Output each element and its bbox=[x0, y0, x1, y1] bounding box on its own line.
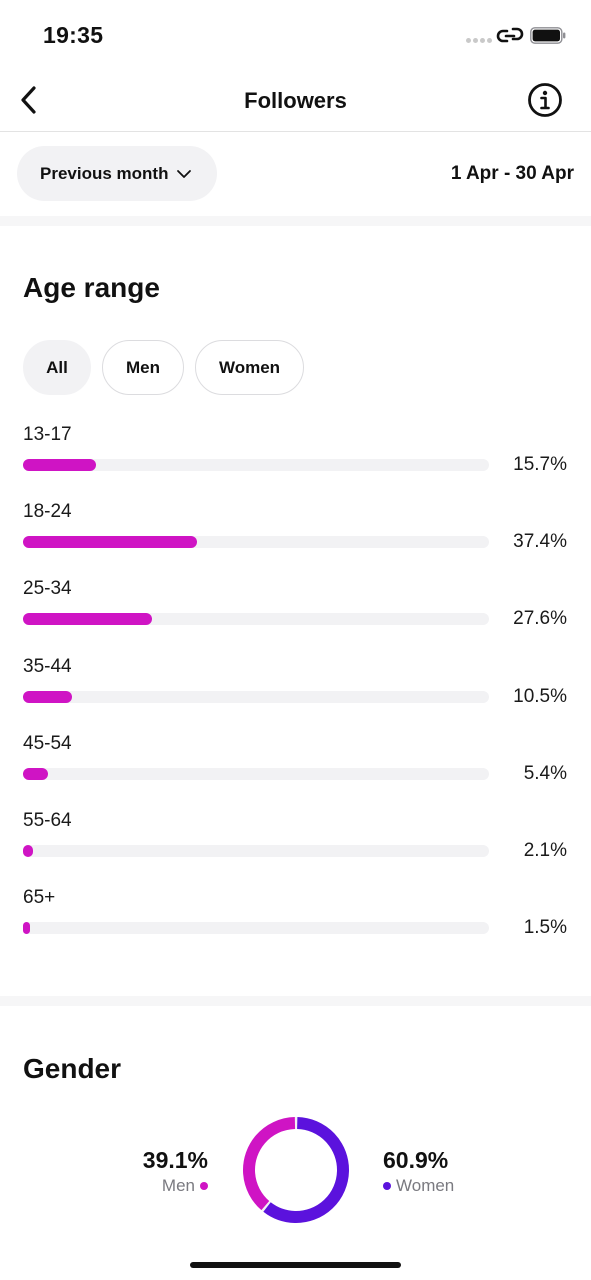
gender-women-legend: Women bbox=[383, 1176, 454, 1196]
age-bar-track bbox=[23, 767, 489, 780]
age-row: 45-54 5.4% bbox=[0, 727, 591, 804]
age-label: 65+ bbox=[23, 887, 56, 909]
tab-men[interactable]: Men bbox=[102, 340, 184, 395]
age-bar-fill bbox=[23, 613, 152, 626]
age-row: 25-34 27.6% bbox=[0, 572, 591, 649]
tab-men-label: Men bbox=[126, 357, 160, 377]
age-percentage: 37.4% bbox=[513, 531, 567, 553]
info-icon[interactable] bbox=[527, 82, 563, 118]
tab-all[interactable]: All bbox=[23, 340, 91, 395]
period-row: Previous month 1 Apr - 30 Apr bbox=[0, 132, 591, 216]
gender-donut-chart bbox=[243, 1117, 349, 1223]
age-bar-track bbox=[23, 613, 489, 626]
page-title: Followers bbox=[244, 88, 347, 113]
age-bar-track bbox=[23, 922, 489, 935]
period-dropdown-label: Previous month bbox=[40, 163, 169, 183]
age-percentage: 10.5% bbox=[513, 685, 567, 707]
age-label: 55-64 bbox=[23, 809, 72, 831]
tab-all-label: All bbox=[46, 357, 68, 377]
tab-women-label: Women bbox=[218, 357, 281, 377]
age-range-tabs: All Men Women bbox=[23, 340, 304, 395]
gender-men-stat: 39.1% Men bbox=[143, 1147, 208, 1196]
age-bar-track bbox=[23, 690, 489, 703]
gender-men-percentage: 39.1% bbox=[142, 1147, 208, 1173]
age-bar-fill bbox=[23, 844, 33, 857]
age-label: 45-54 bbox=[23, 732, 72, 754]
divider bbox=[0, 996, 591, 1006]
age-bar-fill bbox=[23, 922, 31, 935]
gender-men-legend: Men bbox=[143, 1176, 208, 1196]
age-percentage: 15.7% bbox=[513, 454, 567, 475]
battery-icon bbox=[530, 27, 566, 44]
age-label: 25-34 bbox=[23, 578, 72, 600]
age-bar-track bbox=[23, 459, 489, 471]
header: Followers bbox=[0, 70, 591, 132]
divider bbox=[0, 216, 591, 226]
age-row: 13-17 15.7% bbox=[0, 418, 591, 495]
chevron-left-icon bbox=[21, 86, 36, 114]
tab-women[interactable]: Women bbox=[195, 340, 304, 395]
age-row: 65+ 1.5% bbox=[0, 881, 591, 958]
age-row: 55-64 2.1% bbox=[0, 804, 591, 881]
age-bar-fill bbox=[23, 767, 49, 780]
women-dot-icon bbox=[383, 1182, 391, 1190]
gender-men-arc bbox=[243, 1117, 349, 1223]
status-time: 19:35 bbox=[43, 22, 104, 48]
age-label: 13-17 bbox=[23, 424, 72, 445]
gender-women-label: Women bbox=[396, 1176, 455, 1195]
age-label: 18-24 bbox=[23, 501, 72, 523]
gender-men-label: Men bbox=[161, 1176, 195, 1195]
date-range: 1 Apr - 30 Apr bbox=[450, 163, 574, 184]
age-percentage: 1.5% bbox=[523, 917, 567, 939]
back-button[interactable] bbox=[14, 84, 44, 116]
link-icon bbox=[496, 27, 524, 43]
age-percentage: 27.6% bbox=[513, 608, 567, 630]
status-bar: 19:35 bbox=[0, 0, 591, 70]
age-label: 35-44 bbox=[23, 655, 72, 677]
age-bar-track bbox=[23, 536, 489, 549]
age-percentage: 5.4% bbox=[523, 762, 567, 784]
age-row: 35-44 10.5% bbox=[0, 650, 591, 727]
age-range-title: Age range bbox=[23, 272, 160, 303]
age-row: 18-24 37.4% bbox=[0, 495, 591, 572]
chevron-down-icon bbox=[177, 169, 192, 178]
period-dropdown[interactable]: Previous month bbox=[17, 146, 217, 201]
age-range-list: 13-17 15.7% 18-24 37.4% 25-34 27.6% 35-4… bbox=[0, 418, 591, 958]
age-bar-fill bbox=[23, 459, 97, 471]
age-bar-fill bbox=[23, 536, 198, 549]
gender-women-percentage: 60.9% bbox=[383, 1147, 449, 1173]
age-bar-fill bbox=[23, 690, 72, 703]
home-indicator bbox=[190, 1262, 401, 1268]
age-bar-track bbox=[23, 844, 489, 857]
gender-women-stat: 60.9% Women bbox=[383, 1147, 454, 1196]
men-dot-icon bbox=[200, 1182, 208, 1190]
gender-title: Gender bbox=[23, 1053, 122, 1084]
signal-icon bbox=[466, 38, 492, 43]
age-percentage: 2.1% bbox=[523, 839, 567, 861]
